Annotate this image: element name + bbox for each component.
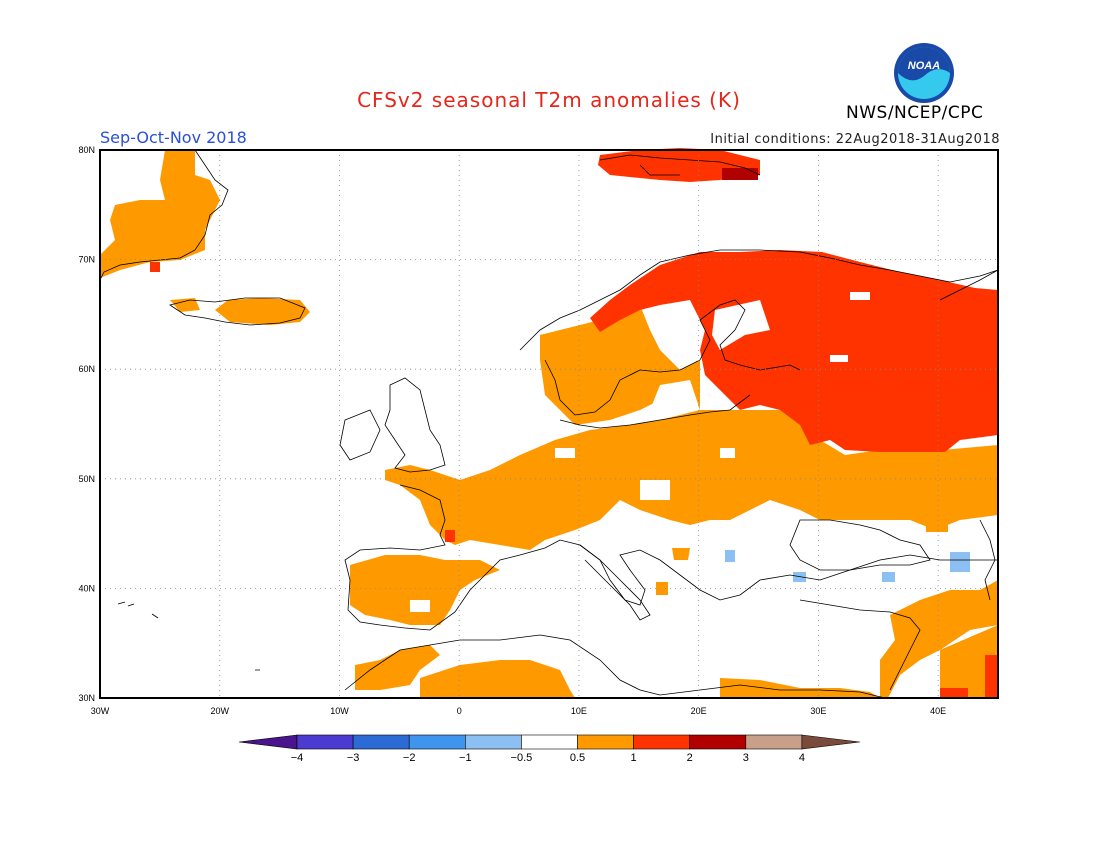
colorbar-min-arrow	[238, 734, 298, 750]
lat-tick-label: 80N	[78, 145, 95, 155]
colorbar-label: −1	[459, 752, 472, 764]
lon-axis: 30W 20W 10W 0 10E 20E 30E 40E	[91, 706, 946, 716]
colorbar-swatch	[521, 734, 578, 750]
shading-holes	[410, 292, 870, 612]
season-label: Sep-Oct-Nov 2018	[100, 128, 247, 147]
colorbar-swatch	[352, 734, 410, 750]
lon-tick-label: 20W	[210, 706, 229, 716]
colorbar-label: −2	[403, 752, 416, 764]
colorbar-swatch	[745, 734, 803, 750]
shading-orange-1	[100, 150, 998, 698]
noaa-logo-icon: NOAA	[894, 43, 954, 103]
lat-tick-label: 40N	[78, 583, 95, 593]
colorbar-swatch	[464, 734, 522, 750]
shading-darkred-1	[722, 168, 758, 180]
lon-tick-label: 30E	[810, 706, 826, 716]
colorbar-label: −4	[291, 752, 304, 764]
lat-tick-label: 50N	[78, 474, 95, 484]
colorbar: −4 −3 −2 −1 −0.5 0.5 1 2 3 4	[238, 734, 860, 764]
lat-tick-label: 70N	[78, 255, 95, 265]
colorbar-label: −0.5	[511, 752, 533, 764]
colorbar-swatch	[408, 734, 466, 750]
lat-tick-label: 60N	[78, 364, 95, 374]
colorbar-label: 1	[631, 752, 637, 764]
lon-tick-label: 10E	[571, 706, 587, 716]
map-frame	[99, 149, 999, 699]
colorbar-label: 2	[687, 752, 693, 764]
colorbar-swatch	[577, 734, 634, 750]
lon-tick-label: 10W	[330, 706, 349, 716]
lon-tick-label: 20E	[691, 706, 707, 716]
coastlines	[99, 149, 999, 699]
shading-lightblue-1	[725, 550, 970, 582]
colorbar-swatch	[296, 734, 354, 750]
colorbar-label: 4	[799, 752, 805, 764]
colorbar-max-arrow	[801, 734, 860, 750]
initial-conditions-label: Initial conditions: 22Aug2018-31Aug2018	[710, 132, 1000, 147]
lon-tick-label: 30W	[91, 706, 110, 716]
lon-tick-label: 0	[457, 706, 462, 716]
colorbar-swatch	[633, 734, 690, 750]
anomaly-shading	[100, 148, 998, 698]
colorbar-label: −3	[347, 752, 360, 764]
lat-axis: 80N 70N 60N 50N 40N 30N	[78, 145, 95, 703]
shading-red-1	[150, 148, 998, 698]
colorbar-label: 0.5	[570, 752, 585, 764]
lat-tick-label: 30N	[78, 693, 95, 703]
map-title: CFSv2 seasonal T2m anomalies (K)	[357, 88, 741, 112]
agency-label: NWS/NCEP/CPC	[846, 103, 984, 123]
colorbar-swatch	[689, 734, 747, 750]
logo-text: NOAA	[908, 60, 940, 72]
colorbar-label: 3	[743, 752, 749, 764]
lon-tick-label: 40E	[930, 706, 946, 716]
